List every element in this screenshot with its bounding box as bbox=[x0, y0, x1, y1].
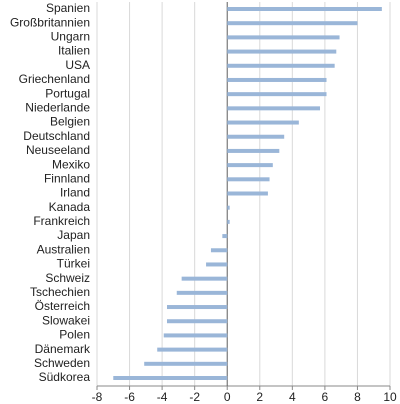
y-tick-label: Italien bbox=[58, 44, 90, 58]
x-tick-label: 6 bbox=[322, 390, 329, 404]
y-tick-label: Irland bbox=[60, 186, 90, 200]
y-tick-label: Mexiko bbox=[52, 157, 90, 171]
bar bbox=[227, 134, 285, 139]
x-tick-label: -6 bbox=[124, 390, 135, 404]
bar bbox=[166, 319, 228, 324]
bar bbox=[227, 120, 299, 125]
bar bbox=[227, 163, 273, 168]
y-tick-label: Slowakei bbox=[42, 313, 90, 327]
y-tick-label: USA bbox=[65, 58, 90, 72]
y-tick-label: Kanada bbox=[49, 200, 91, 214]
bar bbox=[227, 106, 321, 111]
bar bbox=[227, 191, 268, 196]
bar bbox=[227, 35, 340, 40]
y-tick-label: Belgien bbox=[50, 115, 90, 129]
y-tick-label: Südkorea bbox=[39, 370, 91, 384]
y-tick-label: Japan bbox=[57, 228, 90, 242]
y-tick-label: Österreich bbox=[35, 299, 90, 313]
x-tick-label: 0 bbox=[224, 390, 231, 404]
y-tick-label: Dänemark bbox=[35, 342, 91, 356]
bar bbox=[222, 234, 228, 239]
y-tick-label: Schweiz bbox=[45, 271, 90, 285]
y-tick-label: Großbritannien bbox=[10, 15, 90, 29]
y-tick-label: Ungarn bbox=[51, 30, 90, 44]
bar bbox=[227, 148, 280, 153]
y-tick-label: Griechenland bbox=[19, 72, 90, 86]
y-tick-label: Neuseeland bbox=[26, 143, 90, 157]
bar bbox=[166, 305, 228, 310]
bar bbox=[163, 333, 228, 338]
bar bbox=[206, 262, 228, 267]
x-tick-label: -2 bbox=[189, 390, 200, 404]
y-tick-label: Deutschland bbox=[23, 129, 90, 143]
y-tick-label: Polen bbox=[59, 328, 90, 342]
bar bbox=[176, 290, 228, 295]
bar bbox=[227, 205, 230, 210]
bar bbox=[227, 49, 337, 54]
y-tick-label: Finnland bbox=[44, 171, 90, 185]
x-tick-label: -4 bbox=[157, 390, 168, 404]
y-tick-label: Australien bbox=[37, 242, 90, 256]
bar bbox=[157, 347, 228, 352]
bar bbox=[210, 248, 228, 253]
bar bbox=[227, 92, 327, 97]
bar bbox=[227, 7, 382, 11]
y-tick-label: Tschechien bbox=[30, 285, 90, 299]
y-tick-label: Portugal bbox=[45, 86, 90, 100]
bar bbox=[227, 219, 230, 224]
bar bbox=[227, 177, 270, 182]
bar bbox=[227, 63, 335, 68]
bar bbox=[227, 21, 358, 26]
bar bbox=[144, 361, 228, 366]
x-tick-label: 10 bbox=[383, 390, 397, 404]
bar bbox=[227, 77, 327, 82]
y-tick-label: Spanien bbox=[46, 1, 90, 15]
x-tick-label: 4 bbox=[289, 390, 296, 404]
x-tick-label: 2 bbox=[256, 390, 263, 404]
y-tick-label: Türkei bbox=[57, 257, 90, 271]
y-tick-label: Niederlande bbox=[25, 101, 90, 115]
x-tick-label: 8 bbox=[354, 390, 361, 404]
y-tick-label: Schweden bbox=[34, 356, 90, 370]
bar bbox=[113, 376, 228, 380]
bar bbox=[181, 276, 228, 281]
x-tick-label: -8 bbox=[92, 390, 103, 404]
y-tick-label: Frankreich bbox=[33, 214, 90, 228]
